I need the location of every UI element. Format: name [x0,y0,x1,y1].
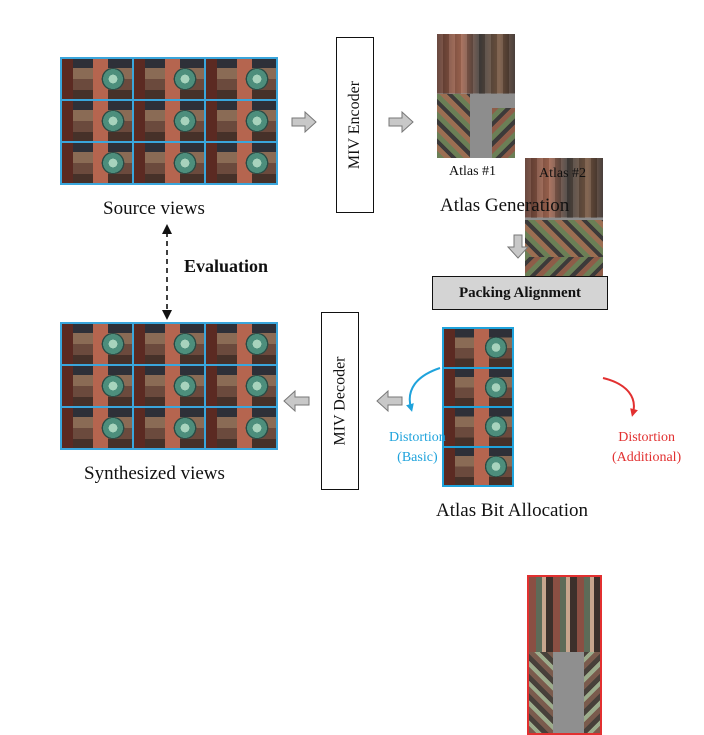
basic-atlas-tile [444,447,512,485]
distortion-basic-line2: (Basic) [397,450,438,465]
atlas-bit-allocation-caption: Atlas Bit Allocation [436,500,588,521]
atlas-1-label: Atlas #1 [449,164,497,179]
block-arrow-icon [376,389,403,413]
synthesized-view-tile [134,366,204,406]
source-view-tile [134,101,204,141]
synthesized-view-tile [206,366,276,406]
miv-encoder-label: MIV Encoder [346,80,363,170]
curved-arrow-icon [602,377,638,417]
basic-atlas-tile [444,329,512,367]
block-arrow-icon [283,389,310,413]
miv-decoder-label: MIV Decoder [331,356,349,446]
source-view-tile [206,101,276,141]
miv-decoder-box: MIV Decoder [321,312,359,490]
synthesized-view-tile [134,408,204,448]
packing-alignment-box: Packing Alignment [432,276,608,310]
source-view-tile [62,143,132,183]
source-view-tile [134,59,204,99]
source-view-tile [206,59,276,99]
synthesized-view-tile [62,408,132,448]
distortion-additional-line2: (Additional) [612,450,682,465]
synthesized-views-caption: Synthesized views [84,463,225,484]
curved-arrow-icon [406,367,441,412]
distortion-basic-line1: Distortion [389,430,446,445]
source-views-caption: Source views [103,198,205,219]
distortion-additional-line1: Distortion [618,430,675,445]
distortion-additional-label: Distortion (Additional) [612,428,681,468]
source-view-tile [62,59,132,99]
basic-atlas-tile [444,368,512,406]
synthesized-view-tile [62,366,132,406]
synthesized-view-tile [62,324,132,364]
block-arrow-icon [291,110,317,134]
atlas-generation-caption: Atlas Generation [440,195,570,216]
basic-atlas-stack [442,327,514,487]
atlas-2-image [525,158,603,282]
atlas-2-label: Atlas #2 [539,166,587,181]
distortion-basic-label: Distortion (Basic) [389,428,446,468]
block-arrow-icon [388,110,414,134]
evaluation-label: Evaluation [184,256,269,276]
additional-atlas-image [527,575,602,735]
source-view-tile [134,143,204,183]
source-view-tile [206,143,276,183]
atlas-1-image [437,34,515,158]
synthesized-view-tile [206,324,276,364]
synthesized-view-tile [206,408,276,448]
source-views-grid [60,57,278,185]
source-view-tile [62,101,132,141]
basic-atlas-tile [444,408,512,446]
synthesized-views-grid [60,322,278,450]
miv-encoder-box: MIV Encoder [336,37,374,213]
synthesized-view-tile [134,324,204,364]
